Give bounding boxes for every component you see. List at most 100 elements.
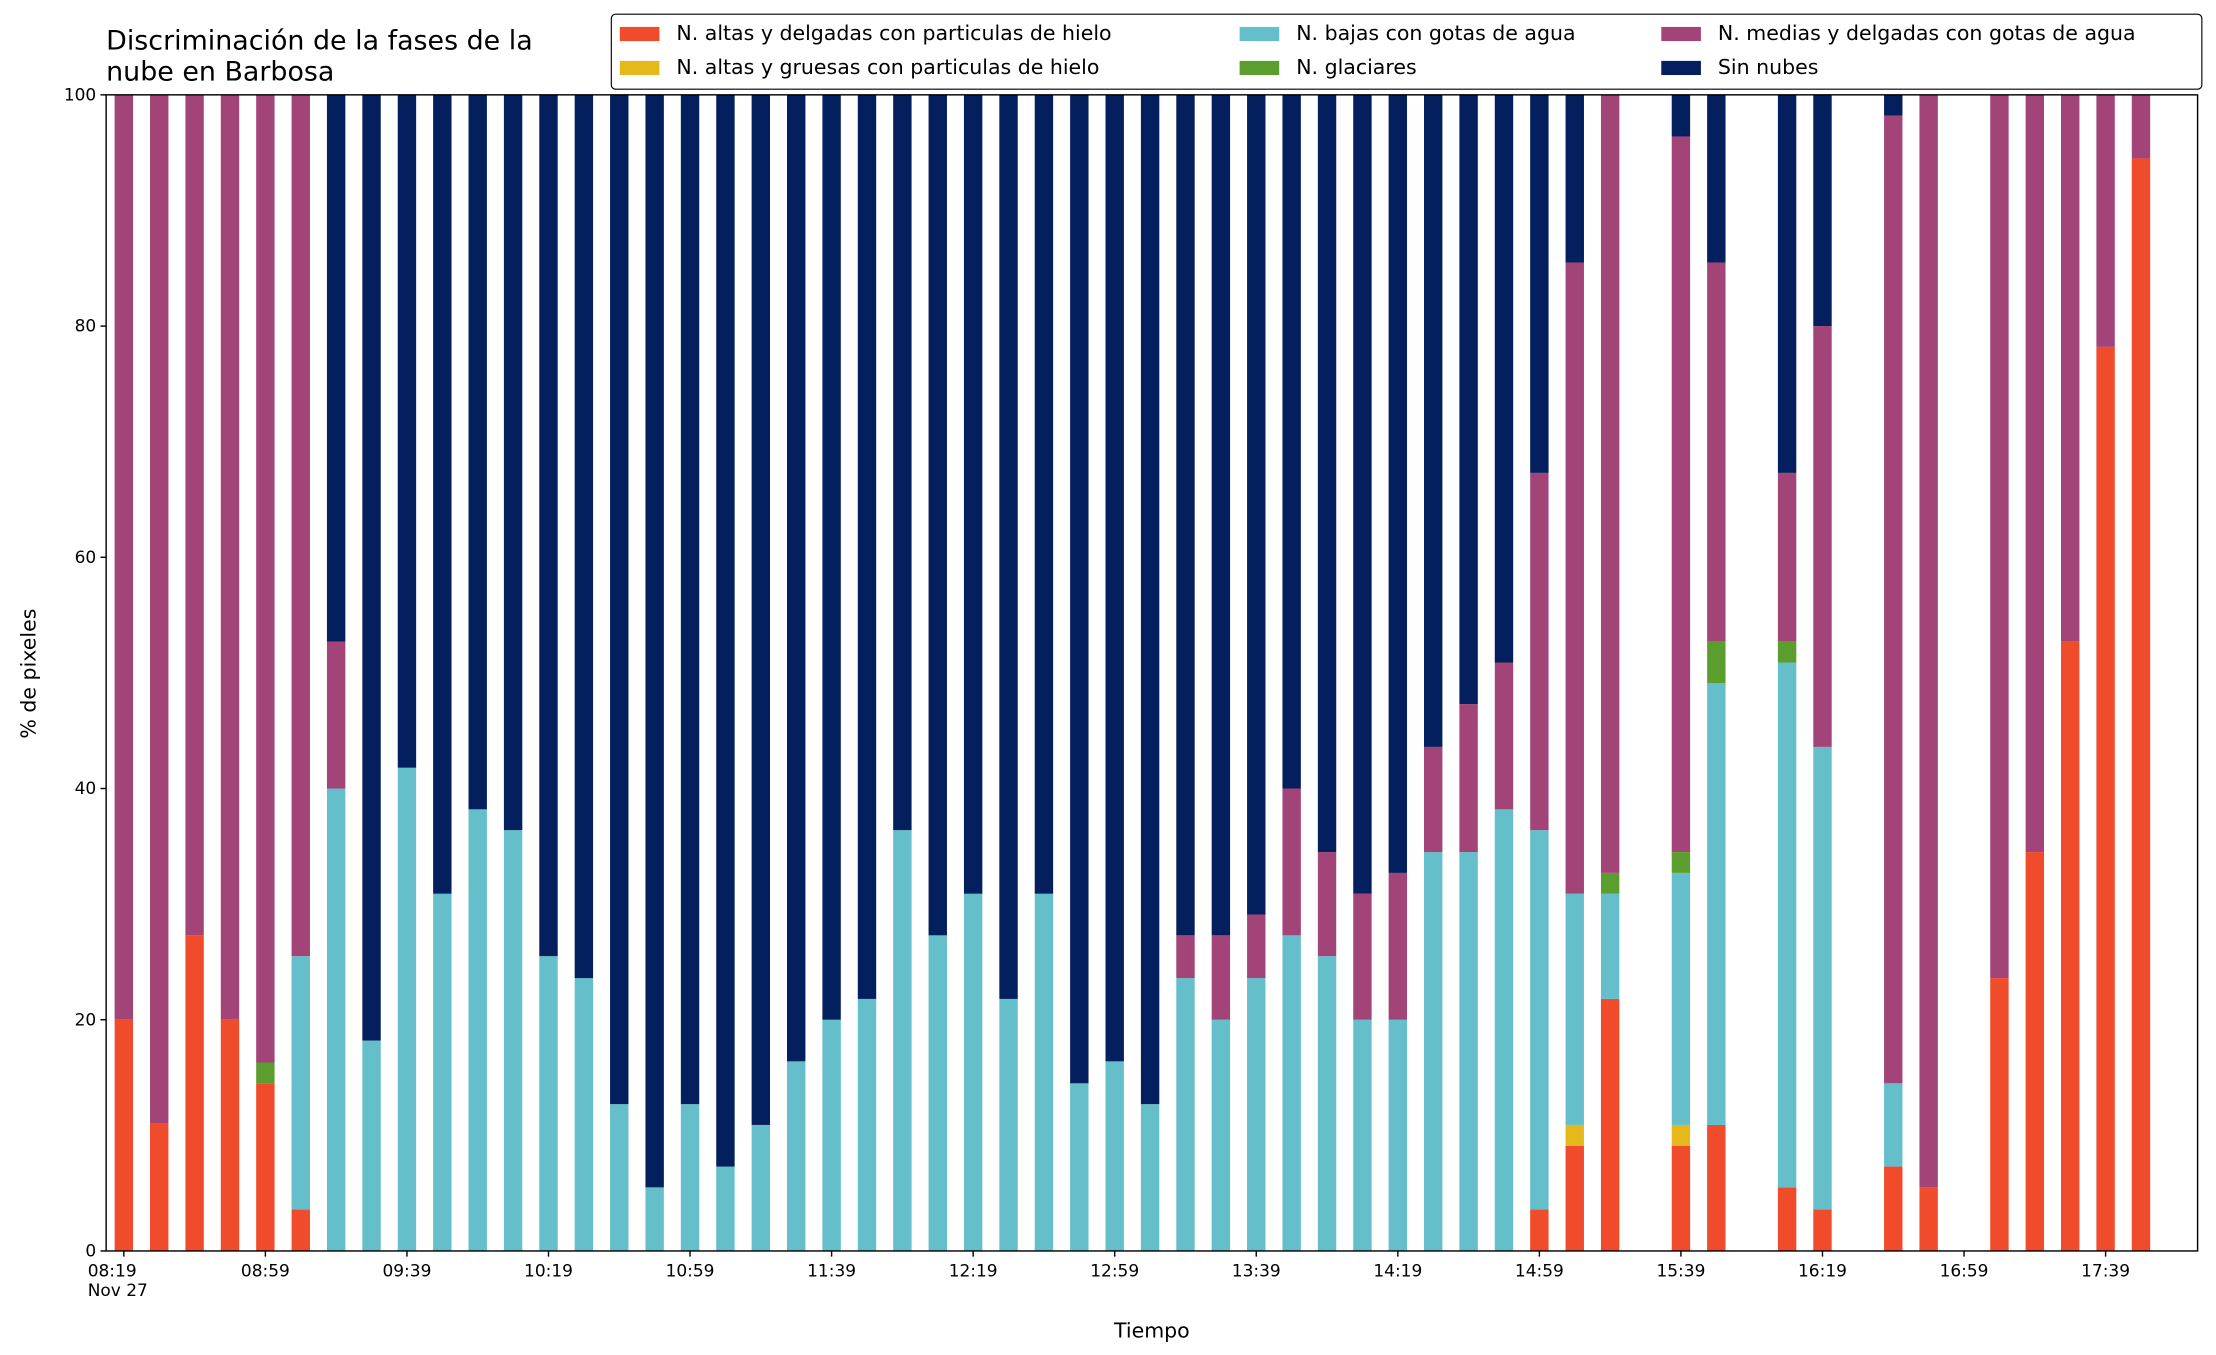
bar-segment bbox=[539, 956, 558, 1251]
bar-segment bbox=[1813, 326, 1832, 747]
bar-segment bbox=[893, 830, 912, 1251]
bar-segment bbox=[1424, 746, 1443, 853]
bar-segment bbox=[1707, 1124, 1726, 1251]
legend-label: N. altas y gruesas con particulas de hie… bbox=[676, 55, 1099, 79]
bar-segment bbox=[539, 94, 558, 957]
bar-segment bbox=[256, 94, 275, 1063]
bar-segment bbox=[2096, 346, 2115, 1251]
bar-segment bbox=[610, 1104, 629, 1251]
bar-segment bbox=[2131, 158, 2151, 1251]
bar-segment bbox=[751, 1124, 771, 1251]
bar-segment bbox=[326, 94, 346, 642]
bar-segment bbox=[1565, 893, 1584, 1125]
bar-segment bbox=[150, 1123, 169, 1251]
x-tick-label: 16:59 bbox=[1940, 1261, 1989, 1281]
bar-segment bbox=[1884, 1083, 1903, 1167]
legend-label: N. medias y delgadas con gotas de agua bbox=[1718, 21, 2136, 45]
bar-segment bbox=[1211, 935, 1231, 1020]
bar-segment bbox=[751, 94, 771, 1125]
y-tick-label: 40 bbox=[75, 779, 97, 799]
bar-segment bbox=[1247, 978, 1266, 1251]
bar-segment bbox=[326, 788, 346, 1251]
bar-segment bbox=[256, 1062, 275, 1084]
bar-segment bbox=[1777, 94, 1797, 473]
plot-frame bbox=[105, 94, 2199, 1252]
bar-segment bbox=[1070, 94, 1089, 1084]
bar-segment bbox=[1424, 94, 1443, 747]
bar-segment bbox=[220, 1019, 240, 1251]
x-tick-label: 10:19 bbox=[524, 1261, 573, 1281]
x-tick-label: 08:59 bbox=[241, 1261, 290, 1281]
bar-segment bbox=[1990, 94, 2009, 979]
bar-segment bbox=[1424, 852, 1443, 1251]
x-tick-label: 15:39 bbox=[1656, 1261, 1705, 1281]
bar-segment bbox=[1034, 94, 1054, 894]
bar-segment bbox=[185, 935, 204, 1251]
bar-segment bbox=[114, 1019, 134, 1251]
bar-segment bbox=[1777, 641, 1797, 663]
bar-segment bbox=[1813, 94, 1832, 327]
bar-segment bbox=[1176, 935, 1195, 979]
bar-segment bbox=[433, 893, 452, 1251]
legend-swatch bbox=[1239, 26, 1280, 42]
bar-segment bbox=[468, 94, 487, 810]
bar-segment bbox=[999, 94, 1018, 999]
legend-label: Sin nubes bbox=[1718, 55, 1819, 79]
bar-segment bbox=[1353, 94, 1372, 894]
x-tick-label: 14:59 bbox=[1515, 1261, 1564, 1281]
bar-segment bbox=[291, 94, 310, 957]
y-tick-label: 100 bbox=[64, 86, 96, 106]
legend-swatch bbox=[1239, 60, 1280, 76]
legend-label: N. glaciares bbox=[1296, 55, 1416, 79]
bar-segment bbox=[1777, 472, 1797, 642]
bar-segment bbox=[1565, 1145, 1584, 1251]
bar-segment bbox=[1600, 94, 1620, 873]
legend-swatch bbox=[1661, 60, 1701, 76]
x-tick-label: 17:39 bbox=[2081, 1261, 2130, 1281]
bar-segment bbox=[2131, 94, 2151, 159]
bar-segment bbox=[1600, 893, 1620, 999]
bar-segment bbox=[397, 767, 417, 1251]
legend-label: N. altas y delgadas con particulas de hi… bbox=[676, 21, 1111, 45]
legend-frame bbox=[610, 13, 2203, 90]
legend-swatch bbox=[619, 60, 660, 76]
bar-segment bbox=[1282, 788, 1301, 936]
y-axis-label: % de pixeles bbox=[16, 609, 40, 739]
bar-segment bbox=[1317, 852, 1337, 957]
bar-segment bbox=[326, 641, 346, 789]
bar-segment bbox=[1530, 830, 1549, 1210]
bar-segment bbox=[610, 94, 629, 1105]
bar-segment bbox=[1494, 809, 1514, 1251]
y-tick-label: 20 bbox=[75, 1010, 97, 1030]
bar-segment bbox=[574, 978, 594, 1251]
y-tick-label: 80 bbox=[75, 317, 97, 337]
bar-segment bbox=[1459, 852, 1478, 1251]
x-tick-label: 14:19 bbox=[1373, 1261, 1422, 1281]
bar-segment bbox=[1884, 94, 1903, 116]
bar-segment bbox=[1919, 1187, 1938, 1251]
x-tick-label: 16:19 bbox=[1798, 1261, 1847, 1281]
bar-segment bbox=[503, 94, 523, 831]
x-axis-label: Tiempo bbox=[1113, 1318, 1190, 1342]
bar-segment bbox=[1671, 852, 1691, 873]
bar-segment bbox=[1707, 262, 1726, 642]
bar-segment bbox=[1565, 262, 1584, 894]
bar-segment bbox=[1176, 94, 1195, 936]
bar-segment bbox=[185, 94, 204, 936]
bar-segment bbox=[1176, 978, 1195, 1251]
chart-title: Discriminación de la fases de la nube en … bbox=[106, 26, 533, 88]
bar-segment bbox=[1353, 1019, 1372, 1251]
bar-segment bbox=[1919, 94, 1938, 1188]
bar-segment bbox=[1707, 641, 1726, 684]
bar-segment bbox=[1884, 1166, 1903, 1251]
x-tick-label: 13:39 bbox=[1232, 1261, 1281, 1281]
bar-segment bbox=[1388, 872, 1408, 1020]
bar-segment bbox=[893, 94, 912, 831]
bar-segment bbox=[1034, 893, 1054, 1251]
bar-segment bbox=[1353, 893, 1372, 1020]
bar-segment bbox=[1140, 94, 1160, 1105]
bar-segment bbox=[1565, 1124, 1584, 1146]
y-tick-label: 0 bbox=[85, 1242, 96, 1262]
bar-segment bbox=[1671, 872, 1691, 1125]
legend-swatch bbox=[619, 26, 660, 42]
